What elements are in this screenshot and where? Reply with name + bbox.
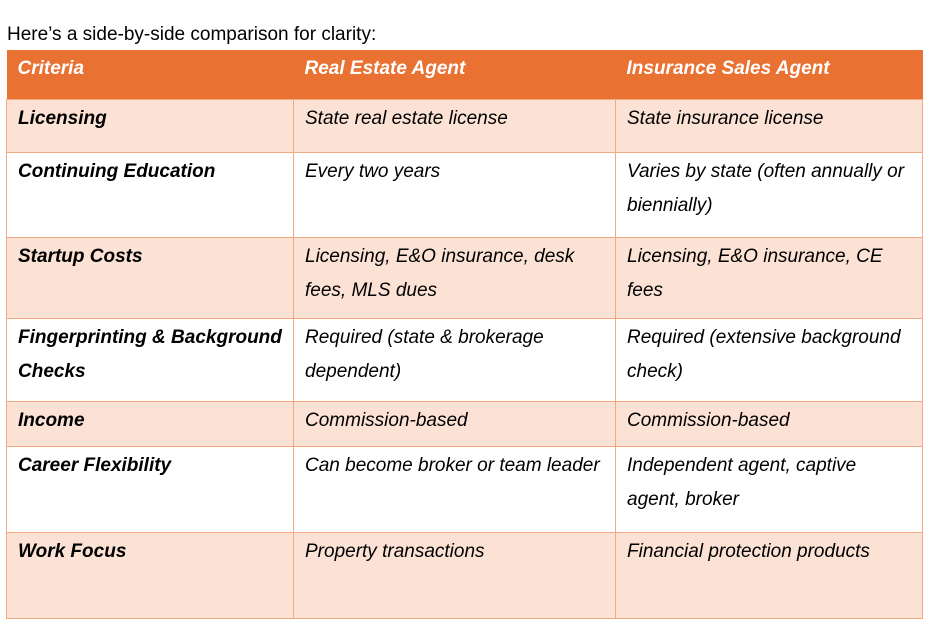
table-cell: Can become broker or team leader (293, 445, 616, 533)
row-work-focus: Work Focus Property transactions Financi… (6, 531, 923, 619)
comparison-table: Criteria Real Estate Agent Insurance Sal… (6, 50, 923, 619)
header-cell-real-estate-agent: Real Estate Agent (293, 50, 616, 99)
header-row: Criteria Real Estate Agent Insurance Sal… (6, 50, 923, 99)
table-cell: State real estate license (293, 98, 616, 153)
row-header-cell: Career Flexibility (6, 445, 294, 533)
row-fingerprinting-background-checks: Fingerprinting & Background Checks Requi… (6, 317, 923, 402)
table-cell: Licensing, E&O insurance, desk fees, MLS… (293, 236, 616, 319)
table-cell: State insurance license (615, 98, 923, 153)
row-licensing: Licensing State real estate license Stat… (6, 98, 923, 153)
row-header-cell: Licensing (6, 98, 294, 153)
table-cell: Required (state & brokerage dependent) (293, 317, 616, 402)
row-income: Income Commission-based Commission-based (6, 400, 923, 447)
row-header-cell: Continuing Education (6, 151, 294, 238)
intro-text: Here’s a side-by-side comparison for cla… (7, 24, 377, 45)
row-header-cell: Income (6, 400, 294, 447)
table-cell: Independent agent, captive agent, broker (615, 445, 923, 533)
row-header-cell: Work Focus (6, 531, 294, 619)
row-startup-costs: Startup Costs Licensing, E&O insurance, … (6, 236, 923, 319)
header-cell-insurance-sales-agent: Insurance Sales Agent (615, 50, 923, 99)
table-cell: Property transactions (293, 531, 616, 619)
row-career-flexibility: Career Flexibility Can become broker or … (6, 445, 923, 533)
table-cell: Required (extensive background check) (615, 317, 923, 402)
table-cell: Financial protection products (615, 531, 923, 619)
row-header-cell: Startup Costs (6, 236, 294, 319)
table-cell: Licensing, E&O insurance, CE fees (615, 236, 923, 319)
row-continuing-education: Continuing Education Every two years Var… (6, 151, 923, 238)
table-cell: Commission-based (293, 400, 616, 447)
table-cell: Commission-based (615, 400, 923, 447)
row-header-cell: Fingerprinting & Background Checks (6, 317, 294, 402)
table-cell: Varies by state (often annually or bienn… (615, 151, 923, 238)
header-cell-criteria: Criteria (6, 50, 294, 99)
table-cell: Every two years (293, 151, 616, 238)
